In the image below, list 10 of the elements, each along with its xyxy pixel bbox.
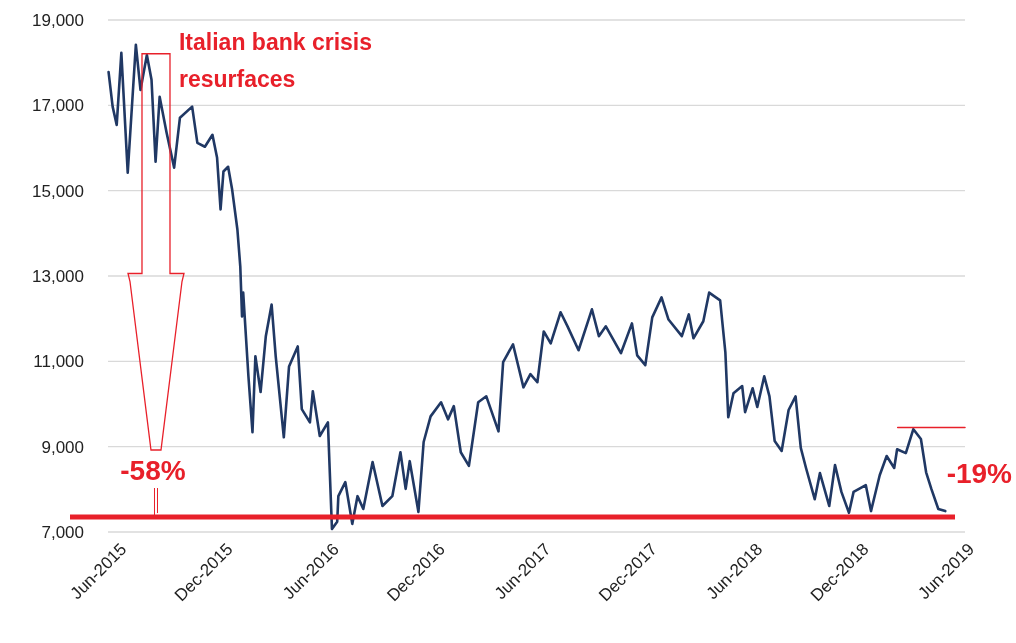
y-tick-label: 19,000 [32,10,84,30]
y-tick-label: 15,000 [32,181,84,201]
y-tick-label: 9,000 [41,437,84,457]
y-tick-label: 7,000 [41,522,84,542]
annotation: -19% [946,457,1013,489]
annotation: Italian bank crisis resurfaces [178,29,373,92]
annotation: -58% [120,454,186,486]
y-tick-label: 13,000 [32,266,84,286]
y-tick-label: 11,000 [33,352,84,372]
y-tick-label: 17,000 [32,96,84,116]
